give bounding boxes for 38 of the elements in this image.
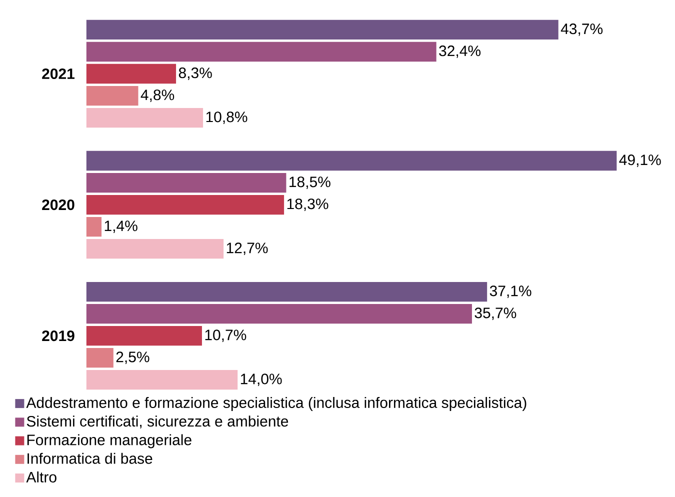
- data-label: 37,1%: [490, 286, 532, 298]
- bar: [86, 282, 488, 302]
- data-label: 18,5%: [290, 176, 330, 189]
- data-label: 35,7%: [474, 308, 516, 320]
- y-tick-label: 2019: [42, 330, 74, 342]
- legend-label: Altro: [26, 471, 56, 482]
- bar: [86, 348, 114, 368]
- bar: [86, 150, 617, 171]
- bar: [86, 64, 176, 84]
- bar: [86, 326, 202, 346]
- legend-label: Addestramento e formazione specialistica (inclusa informatica specialistica): [26, 396, 526, 411]
- data-label: 32,4%: [439, 46, 481, 58]
- y-tick-label: 2020: [42, 199, 74, 210]
- data-label: 2,5%: [116, 352, 150, 364]
- y-tick-label: 2021: [42, 68, 75, 80]
- bar: [86, 216, 102, 237]
- data-label: 12,7%: [226, 242, 268, 256]
- bar: [86, 108, 204, 128]
- legend-label: Informatica di base: [28, 452, 152, 464]
- bar: [86, 238, 224, 259]
- data-label: 4,8%: [140, 90, 174, 102]
- legend-label: Sistemi certificati, sicurezza e ambiente: [26, 416, 288, 428]
- data-label: 1,4%: [104, 220, 138, 233]
- bar: [86, 42, 436, 62]
- bar: [86, 370, 238, 390]
- data-label: 43,7%: [560, 24, 603, 36]
- data-label: 49,1%: [619, 154, 661, 167]
- bar: [86, 194, 284, 215]
- bar: [86, 20, 558, 40]
- data-label: 10,7%: [205, 330, 246, 342]
- bar: [86, 172, 286, 193]
- bar: [86, 304, 472, 324]
- data-label: 8,3%: [178, 68, 212, 80]
- bar: [86, 86, 138, 106]
- data-label: 10,8%: [206, 112, 248, 124]
- data-label: 18,3%: [287, 198, 328, 211]
- data-label: 14,0%: [240, 374, 282, 386]
- legend-label: Formazione manageriale: [27, 434, 192, 448]
